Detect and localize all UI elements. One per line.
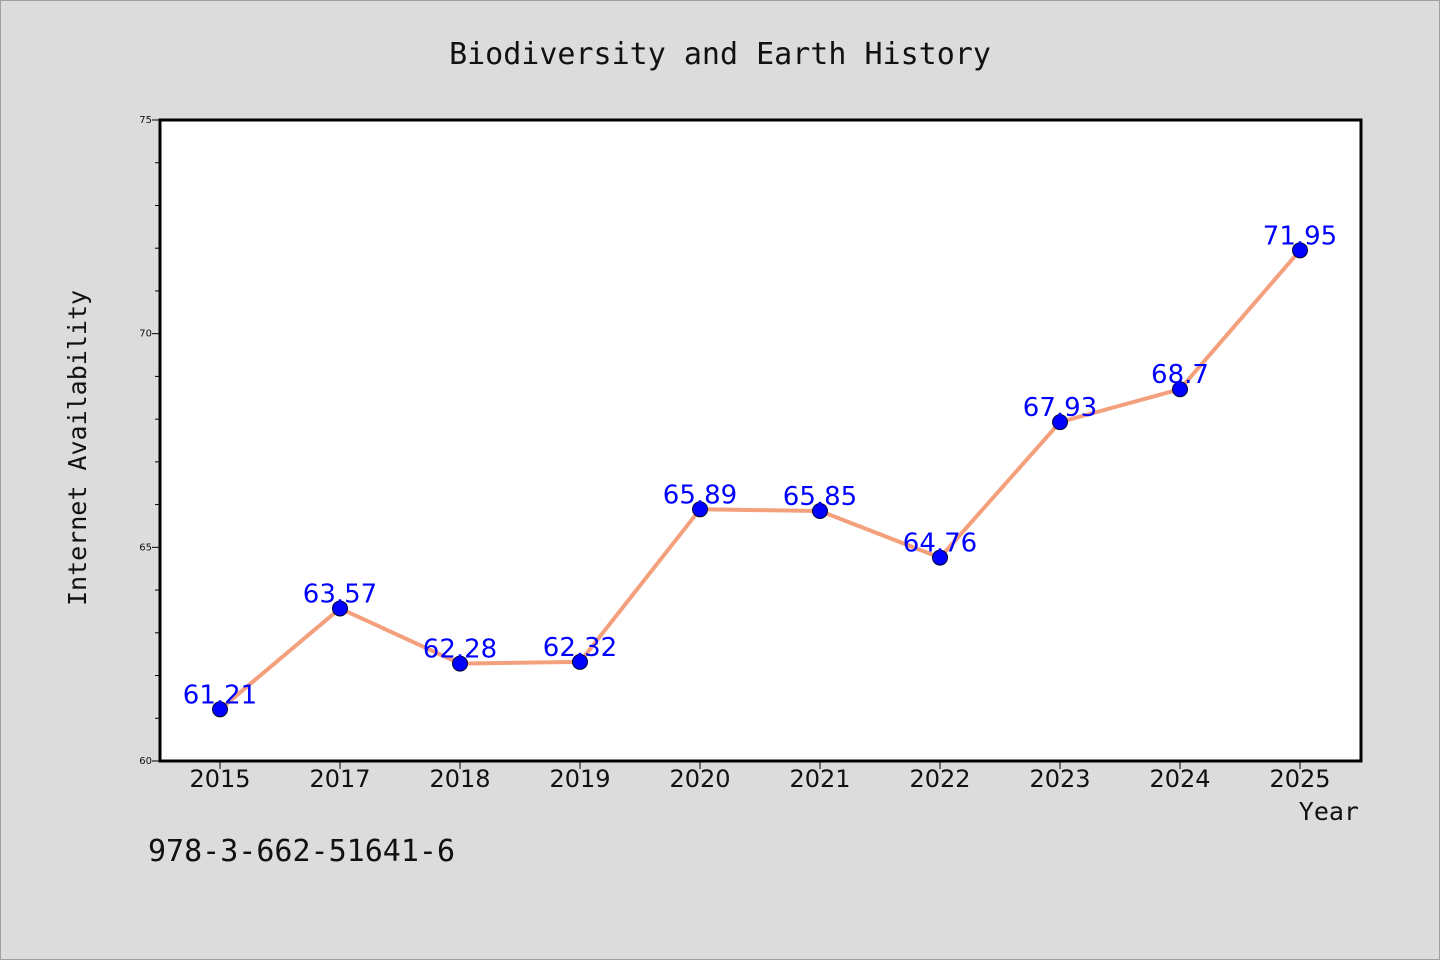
data-label: 68.7 bbox=[1151, 360, 1209, 390]
data-point bbox=[1292, 242, 1308, 259]
y-axis: 60 65 70 75 bbox=[139, 115, 160, 767]
data-point bbox=[452, 655, 468, 672]
data-label: 65.89 bbox=[663, 480, 737, 510]
data-point bbox=[932, 549, 948, 566]
x-tick-label: 2019 bbox=[549, 765, 610, 793]
x-tick-label: 2015 bbox=[189, 765, 250, 793]
x-tick-label: 2024 bbox=[1149, 765, 1210, 793]
data-point bbox=[1172, 381, 1188, 398]
data-point bbox=[1052, 414, 1068, 431]
x-tick-label: 2025 bbox=[1269, 765, 1330, 793]
y-tick-label: 70 bbox=[139, 329, 152, 340]
data-point bbox=[812, 503, 828, 520]
data-label: 63.57 bbox=[303, 579, 377, 609]
plot-area bbox=[158, 118, 1363, 763]
isbn-code: 978-3-662-51641-6 bbox=[148, 834, 456, 869]
data-label: 62.28 bbox=[423, 635, 497, 665]
x-tick-label: 2020 bbox=[669, 765, 730, 793]
x-axis: 2015 2017 2018 2019 2020 2021 2022 2023 2024 2025 bbox=[189, 761, 1331, 793]
x-tick-label: 2023 bbox=[1029, 765, 1090, 793]
data-label: 65.85 bbox=[783, 482, 857, 512]
data-label: 67.93 bbox=[1023, 393, 1097, 423]
data-point bbox=[332, 600, 348, 617]
data-point bbox=[212, 701, 228, 718]
series-layer bbox=[212, 242, 1308, 718]
data-point bbox=[692, 501, 708, 518]
data-label: 71.95 bbox=[1263, 221, 1337, 251]
data-label-layer: 61.21 63.57 62.28 62.32 65.89 65.85 64.76 67.93… bbox=[183, 221, 1337, 710]
y-tick-label: 60 bbox=[139, 756, 152, 767]
y-tick-label: 65 bbox=[139, 542, 152, 553]
data-label: 64.76 bbox=[903, 529, 977, 559]
y-tick-label: 75 bbox=[139, 115, 152, 126]
data-label: 62.32 bbox=[543, 633, 617, 663]
x-axis-label: Year bbox=[1299, 797, 1359, 826]
x-tick-label: 2021 bbox=[789, 765, 850, 793]
series-line bbox=[218, 248, 1302, 712]
data-point bbox=[572, 653, 588, 670]
x-tick-label: 2018 bbox=[429, 765, 490, 793]
y-axis-label: Internet Availability bbox=[63, 290, 92, 606]
chart-title: Biodiversity and Earth History bbox=[449, 37, 991, 72]
data-label: 61.21 bbox=[183, 680, 257, 710]
x-tick-label: 2017 bbox=[309, 765, 370, 793]
x-tick-label: 2022 bbox=[909, 765, 970, 793]
